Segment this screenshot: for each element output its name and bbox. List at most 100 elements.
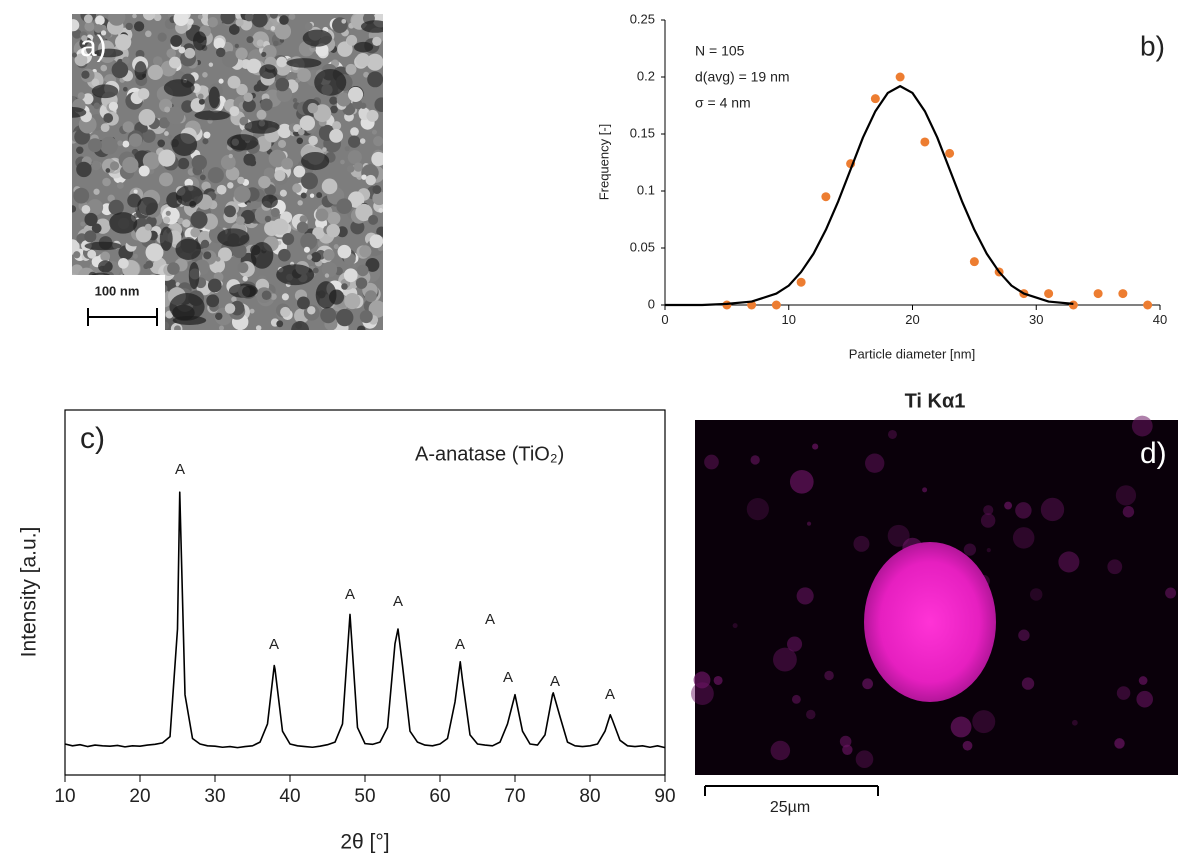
data-point	[1068, 300, 1078, 310]
y-tick-label: 0.2	[637, 68, 655, 83]
grain	[276, 56, 288, 68]
grain	[164, 106, 171, 113]
grain	[366, 109, 379, 122]
speck	[786, 636, 803, 652]
grain	[356, 325, 366, 330]
grain	[93, 102, 101, 110]
grain	[236, 83, 248, 96]
grain	[215, 256, 221, 262]
speck	[732, 623, 738, 629]
pore	[91, 84, 119, 99]
grain	[288, 14, 296, 20]
pore	[159, 226, 173, 251]
grain	[166, 48, 177, 59]
grain	[329, 128, 344, 143]
grain	[72, 205, 77, 213]
grain	[321, 178, 338, 195]
data-point	[870, 94, 880, 104]
grain	[87, 138, 102, 153]
grain	[80, 221, 86, 227]
pore	[169, 293, 205, 321]
grain	[365, 174, 376, 186]
grain	[235, 216, 245, 226]
grain	[105, 168, 111, 173]
grain	[309, 193, 315, 198]
grain	[306, 254, 313, 260]
panel-label: d)	[1140, 437, 1167, 470]
grain	[218, 78, 224, 84]
grain	[255, 325, 262, 330]
grain	[261, 290, 272, 301]
grain	[343, 268, 358, 283]
pore	[175, 185, 204, 207]
grain	[91, 160, 101, 171]
grain	[376, 226, 383, 237]
grain	[253, 84, 262, 92]
grain	[233, 185, 251, 203]
speck	[812, 443, 819, 450]
grain	[326, 223, 340, 238]
grain	[261, 51, 267, 57]
x-tick-label: 30	[1029, 312, 1043, 327]
x-tick-label: 10	[54, 786, 75, 807]
speck	[986, 548, 991, 553]
grain	[242, 276, 248, 282]
data-point	[821, 192, 831, 202]
grain	[304, 22, 313, 31]
speck	[824, 670, 834, 681]
grain	[229, 106, 240, 117]
pore	[208, 86, 220, 109]
grain	[158, 172, 173, 187]
grain	[122, 121, 135, 133]
grain	[235, 47, 248, 60]
grain	[372, 191, 383, 206]
grain	[184, 47, 196, 59]
grain	[316, 192, 323, 199]
grain	[263, 167, 276, 180]
grain	[307, 102, 319, 114]
chart: 10 20 30 40 50 60 70 80 90 2θ [°] Intensity [a.u.]…	[18, 409, 676, 854]
grain	[197, 93, 204, 100]
grain	[347, 191, 365, 208]
grain	[142, 152, 161, 170]
grain	[224, 205, 236, 218]
x-tick-label: 40	[279, 786, 300, 807]
grain	[145, 243, 164, 262]
grain	[216, 184, 227, 195]
pore	[175, 238, 202, 260]
grain	[115, 33, 132, 51]
data-point	[920, 137, 930, 147]
grain	[84, 230, 97, 243]
grain	[174, 325, 181, 330]
grain	[108, 199, 124, 216]
y-tick-label: 0.15	[630, 125, 655, 140]
speck	[922, 487, 928, 493]
grain	[297, 128, 305, 136]
pore	[360, 20, 383, 33]
grain	[147, 64, 163, 80]
grain	[278, 248, 291, 262]
pore	[314, 68, 347, 96]
grain	[111, 61, 129, 79]
grain	[352, 263, 357, 268]
grain	[142, 129, 156, 143]
grain	[228, 153, 233, 159]
grain	[207, 167, 224, 184]
speck	[865, 453, 885, 473]
grain	[187, 18, 194, 25]
speck	[980, 513, 996, 528]
x-tick-label: 0	[661, 312, 668, 327]
grain	[374, 97, 383, 112]
chart: 0 10 20 30 40 0 0.05 0.1 0.15 0.2 0.25 Particle dia…	[596, 11, 1167, 361]
pore	[72, 107, 87, 118]
grain	[246, 202, 251, 207]
speck	[1029, 588, 1043, 601]
grain	[276, 320, 284, 328]
grain	[83, 14, 93, 24]
grain	[145, 30, 152, 38]
speck	[713, 675, 723, 685]
grain	[224, 303, 236, 314]
grain	[122, 86, 128, 92]
x-tick-label: 60	[429, 786, 450, 807]
pore	[217, 228, 250, 247]
